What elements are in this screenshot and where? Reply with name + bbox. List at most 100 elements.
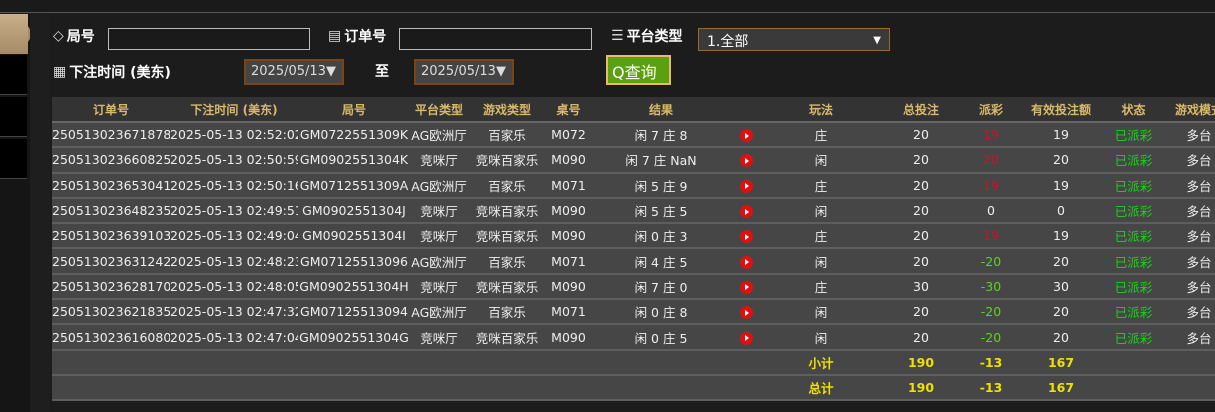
cell-round: GM0722551309K xyxy=(298,122,410,149)
empty-cell xyxy=(410,349,468,376)
cell-time: 2025-05-13 02:47:32 xyxy=(170,299,298,326)
platform-selected: 1.全部 xyxy=(707,34,749,50)
order-input[interactable] xyxy=(399,28,592,50)
play-video-icon[interactable] xyxy=(739,255,753,269)
cell-payout: -20 xyxy=(961,248,1021,275)
empty-cell xyxy=(1166,374,1215,402)
play-video-icon[interactable] xyxy=(739,280,753,294)
column-header: 玩法 xyxy=(761,97,881,123)
date-to: 2025/05/13 xyxy=(421,64,496,79)
empty-cell xyxy=(1166,349,1215,376)
empty-cell xyxy=(731,349,761,376)
cell-status: 已派彩 xyxy=(1101,273,1166,301)
play-video-icon[interactable] xyxy=(739,230,753,244)
date-to-picker[interactable]: 2025/05/13▼ xyxy=(414,59,514,85)
subtotal-bet: 190 xyxy=(881,349,961,376)
date-from-picker[interactable]: 2025/05/13▼ xyxy=(244,59,344,85)
round-label: 局号 xyxy=(66,29,95,45)
cell-status: 已派彩 xyxy=(1101,248,1166,275)
subtotal-valid: 167 xyxy=(1021,349,1101,376)
cell-status: 已派彩 xyxy=(1101,299,1166,326)
cell-play: 闲 xyxy=(761,324,881,351)
sidebar-item[interactable] xyxy=(0,139,27,179)
column-header: 总投注 xyxy=(881,97,961,123)
cell-valid: 20 xyxy=(1021,147,1101,174)
time-filter-label: ▦ 下注时间 (美东) xyxy=(53,62,171,82)
play-video-icon[interactable] xyxy=(739,179,753,193)
sidebar xyxy=(0,14,33,412)
cell-valid: 20 xyxy=(1021,324,1101,351)
cell-bet: 20 xyxy=(881,223,961,250)
cell-valid: 20 xyxy=(1021,299,1101,326)
order-label: 订单号 xyxy=(344,29,387,45)
cell-platform: 竞咪厅 xyxy=(410,147,468,174)
cell-result: 闲 0 庄 5 xyxy=(591,324,731,351)
cell-table: M090 xyxy=(546,197,591,225)
cell-round: GM07125513096 xyxy=(298,248,410,275)
video-cell xyxy=(731,223,761,250)
empty-cell xyxy=(170,374,298,402)
cell-order: 250513023671878 xyxy=(52,122,170,149)
query-button[interactable]: Q查询 xyxy=(606,55,671,85)
cell-mode: 多台 xyxy=(1166,197,1215,225)
cell-mode: 多台 xyxy=(1166,324,1215,351)
cell-game: 竞咪百家乐 xyxy=(468,223,546,250)
cell-table: M071 xyxy=(546,299,591,326)
cell-play: 闲 xyxy=(761,147,881,174)
play-video-icon[interactable] xyxy=(739,331,753,345)
cell-payout: -20 xyxy=(961,299,1021,326)
play-video-icon[interactable] xyxy=(739,306,753,320)
sidebar-item[interactable] xyxy=(0,97,27,137)
cell-mode: 多台 xyxy=(1166,172,1215,199)
play-video-icon[interactable] xyxy=(739,154,753,168)
empty-cell xyxy=(298,374,410,402)
table-row: 250513023628170 2025-05-13 02:48:05 GM0902… xyxy=(52,273,1215,301)
play-video-icon[interactable] xyxy=(739,129,753,143)
video-cell xyxy=(731,273,761,301)
table-row: 250513023621835 2025-05-13 02:47:32 GM0712… xyxy=(52,299,1215,326)
subtotal-row: 小计 190 -13 167 xyxy=(52,349,1215,376)
cell-payout: 19 xyxy=(961,122,1021,149)
video-cell xyxy=(731,324,761,351)
column-header: 结果 xyxy=(591,97,731,123)
cell-platform: 竞咪厅 xyxy=(410,197,468,225)
total-label: 总计 xyxy=(761,374,881,402)
cell-platform: AG欧洲厅 xyxy=(410,172,468,199)
platform-select[interactable]: 1.全部 ▼ xyxy=(698,28,890,51)
cell-order: 250513023621835 xyxy=(52,299,170,326)
cell-bet: 20 xyxy=(881,197,961,225)
cell-mode: 多台 xyxy=(1166,122,1215,149)
empty-cell xyxy=(546,349,591,376)
empty-cell xyxy=(546,374,591,402)
cell-valid: 20 xyxy=(1021,248,1101,275)
cell-valid: 19 xyxy=(1021,122,1101,149)
cell-time: 2025-05-13 02:48:05 xyxy=(170,273,298,301)
total-valid: 167 xyxy=(1021,374,1101,402)
empty-cell xyxy=(591,374,731,402)
cell-time: 2025-05-13 02:48:23 xyxy=(170,248,298,275)
cell-bet: 30 xyxy=(881,273,961,301)
empty-cell xyxy=(298,349,410,376)
cell-round: GM0902551304H xyxy=(298,273,410,301)
play-video-icon[interactable] xyxy=(739,205,753,219)
cell-bet: 20 xyxy=(881,299,961,326)
subtotal-label: 小计 xyxy=(761,349,881,376)
cell-result: 闲 7 庄 0 xyxy=(591,273,731,301)
cell-time: 2025-05-13 02:50:59 xyxy=(170,147,298,174)
column-header: 平台类型 xyxy=(410,97,468,123)
table-row: 250513023671878 2025-05-13 02:52:02 GM0722… xyxy=(52,122,1215,149)
sidebar-item-active[interactable] xyxy=(0,14,28,54)
cell-time: 2025-05-13 02:49:04 xyxy=(170,223,298,250)
cell-mode: 多台 xyxy=(1166,299,1215,326)
round-filter-label: ◇ 局号 xyxy=(53,26,95,46)
cell-bet: 20 xyxy=(881,248,961,275)
sidebar-item[interactable] xyxy=(0,55,27,95)
table-row: 250513023639103 2025-05-13 02:49:04 GM0902… xyxy=(52,223,1215,250)
cell-bet: 20 xyxy=(881,122,961,149)
cell-table: M090 xyxy=(546,273,591,301)
round-input[interactable] xyxy=(108,28,310,50)
cell-payout: -30 xyxy=(961,273,1021,301)
cell-round: GM0902551304G xyxy=(298,324,410,351)
cell-table: M090 xyxy=(546,324,591,351)
cell-order: 250513023628170 xyxy=(52,273,170,301)
